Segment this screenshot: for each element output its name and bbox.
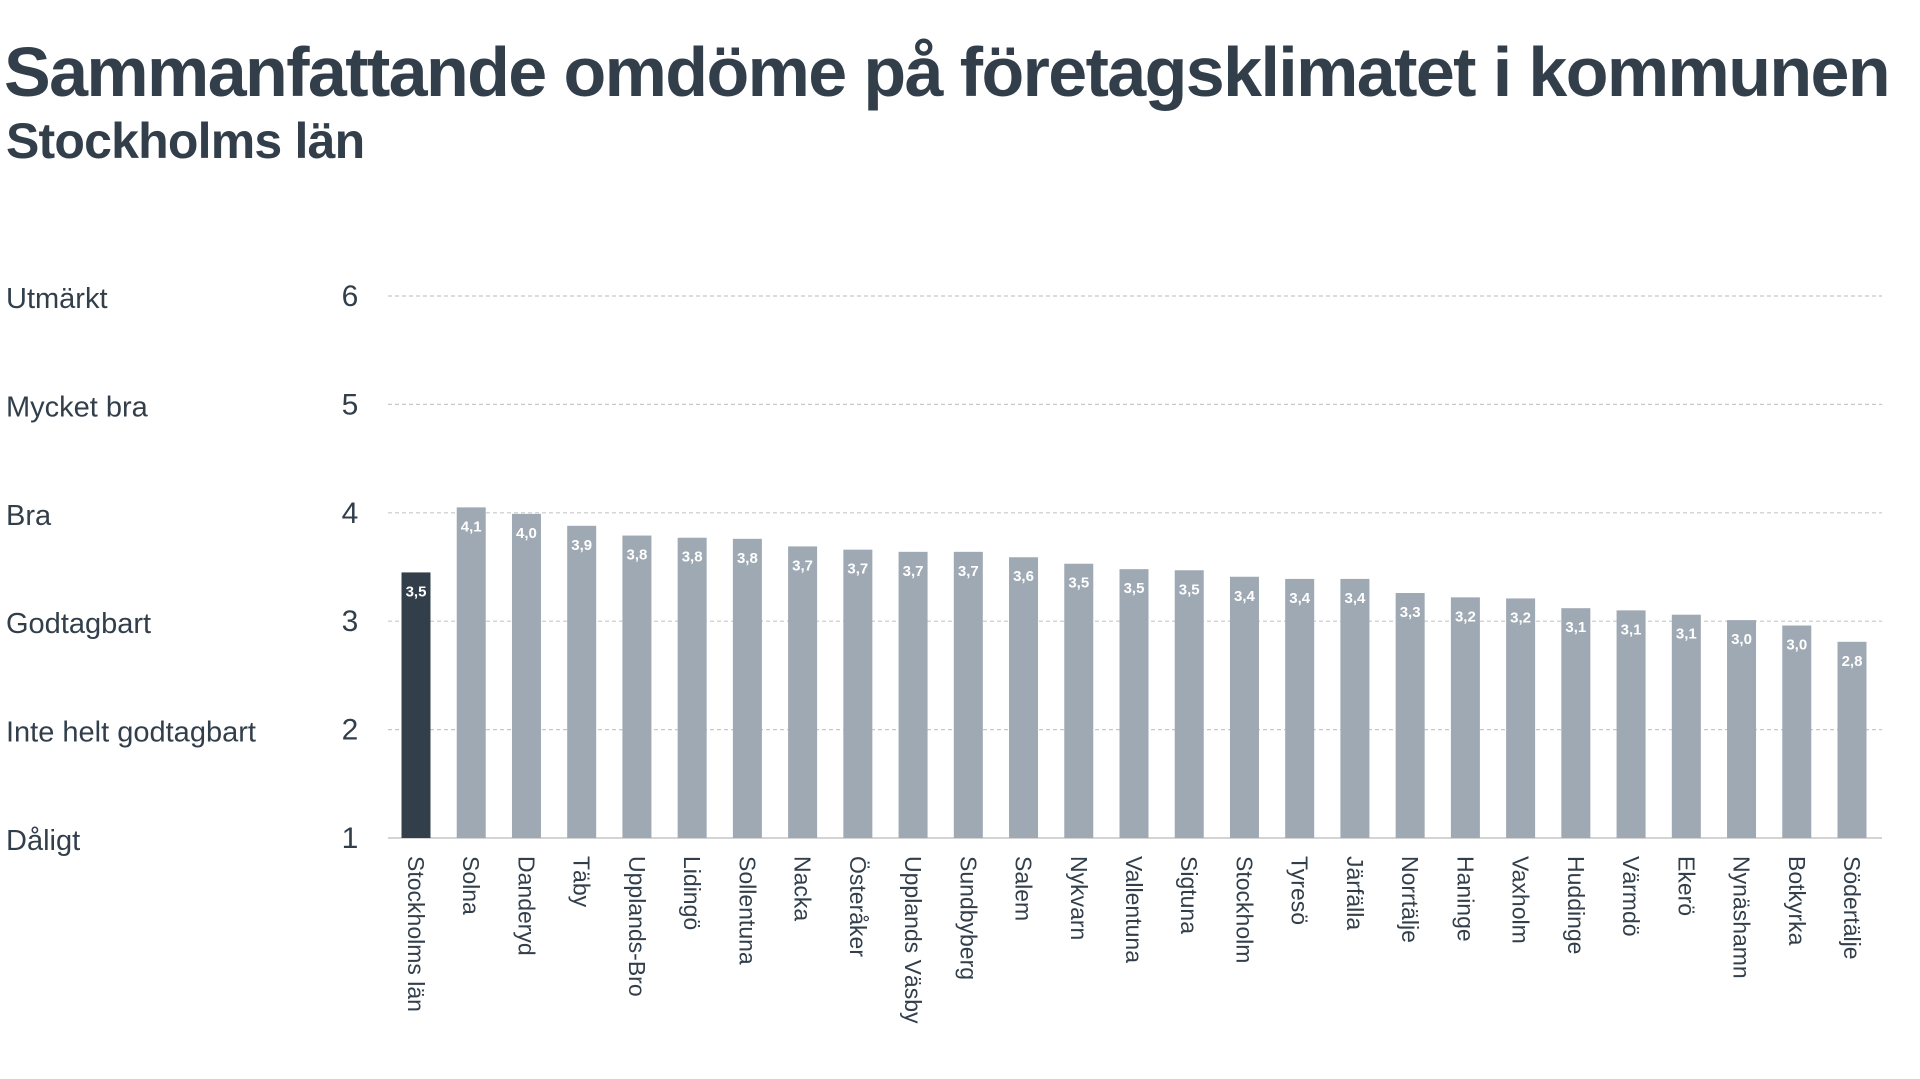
y-tick-label: 3	[342, 605, 359, 638]
bar	[511, 513, 541, 838]
y-tick-label: 4	[342, 497, 359, 530]
bar	[1450, 597, 1480, 838]
x-tick-label: Haninge	[1452, 856, 1478, 942]
bar	[1119, 569, 1149, 838]
x-tick-label: Sollentuna	[734, 856, 760, 965]
x-tick-label: Upplands-Bro	[624, 856, 650, 997]
bar	[1340, 578, 1370, 838]
bar	[1671, 614, 1701, 838]
bar	[1229, 576, 1259, 838]
data-label: 3,5	[1124, 580, 1145, 597]
x-tick-label: Södertälje	[1839, 856, 1865, 960]
x-tick-label: Sundbyberg	[955, 856, 981, 980]
data-label: 4,1	[461, 518, 482, 535]
chart-title: Sammanfattande omdöme på företagsklimate…	[4, 33, 1891, 111]
x-tick-label: Norrtälje	[1397, 856, 1423, 943]
data-label: 3,8	[737, 550, 758, 567]
bar	[732, 538, 762, 838]
bar	[1561, 608, 1591, 838]
y-tick-label: 1	[342, 822, 359, 855]
data-label: 3,2	[1455, 608, 1476, 625]
data-label: 3,4	[1234, 588, 1256, 605]
x-tick-label: Lidingö	[679, 856, 705, 930]
x-tick-label: Huddinge	[1563, 856, 1589, 954]
x-tick-label: Danderyd	[513, 856, 539, 956]
data-label: 3,5	[406, 583, 427, 600]
x-tick-label: Ekerö	[1673, 856, 1699, 916]
bar	[1009, 557, 1039, 838]
x-tick-label: Solna	[458, 856, 484, 915]
bar	[1727, 620, 1757, 838]
x-tick-label: Sigtuna	[1176, 856, 1202, 934]
y-tick-label: 5	[342, 388, 359, 421]
x-tick-label: Nykvarn	[1066, 856, 1092, 940]
x-tick-label: Vallentuna	[1121, 856, 1147, 963]
level-label: Godtagbart	[6, 608, 151, 640]
data-label: 3,1	[1621, 621, 1642, 638]
data-label: 4,0	[516, 525, 537, 542]
bar	[843, 549, 873, 838]
data-label: 3,7	[792, 557, 813, 574]
x-tick-label: Upplands Väsby	[900, 856, 926, 1024]
x-tick-label: Värmdö	[1618, 856, 1644, 937]
data-label: 2,8	[1842, 653, 1863, 670]
y-tick-label: 6	[342, 280, 359, 313]
bar	[401, 572, 431, 838]
x-tick-label: Stockholm	[1231, 856, 1257, 963]
data-label: 3,1	[1676, 626, 1697, 643]
bar	[677, 537, 707, 838]
bar	[567, 525, 597, 838]
x-tick-label: Salem	[1011, 856, 1037, 921]
x-tick-label: Österåker	[845, 856, 871, 957]
data-label: 3,9	[571, 537, 592, 554]
level-label: Utmärkt	[6, 283, 108, 315]
x-tick-label: Täby	[569, 856, 595, 908]
bar	[1064, 563, 1094, 838]
x-tick-label: Nacka	[790, 856, 816, 921]
bar	[622, 535, 652, 838]
data-label: 3,1	[1565, 619, 1586, 636]
bar	[1616, 610, 1646, 838]
data-label: 3,5	[1068, 575, 1089, 592]
data-label: 3,4	[1289, 590, 1311, 607]
x-tick-label: Nynäshamn	[1729, 856, 1755, 979]
x-tick-label: Stockholms län	[403, 856, 429, 1012]
data-label: 3,0	[1786, 637, 1807, 654]
bar	[1395, 593, 1425, 838]
data-label: 3,3	[1400, 604, 1421, 621]
data-label: 3,8	[626, 547, 647, 564]
bar	[1506, 598, 1536, 838]
data-label: 3,7	[903, 563, 924, 580]
data-label: 3,0	[1731, 631, 1752, 648]
x-tick-label: Tyresö	[1287, 856, 1313, 925]
bar	[1782, 625, 1812, 838]
x-tick-label: Botkyrka	[1784, 856, 1810, 946]
bar	[1837, 641, 1867, 838]
bar	[456, 507, 486, 838]
bar	[898, 551, 928, 838]
level-label: Mycket bra	[6, 391, 149, 423]
chart-subtitle: Stockholms län	[6, 113, 365, 169]
bar	[1174, 570, 1204, 838]
bar	[788, 546, 818, 838]
x-tick-label: Järfälla	[1342, 856, 1368, 930]
bar	[953, 551, 983, 838]
y-tick-label: 2	[342, 714, 359, 747]
level-label: Inte helt godtagbart	[6, 717, 256, 749]
data-label: 3,8	[682, 549, 703, 566]
data-label: 3,2	[1510, 609, 1531, 626]
data-label: 3,4	[1344, 590, 1366, 607]
data-label: 3,6	[1013, 568, 1034, 585]
level-label: Bra	[6, 500, 52, 532]
data-label: 3,7	[958, 563, 979, 580]
level-label: Dåligt	[6, 825, 80, 857]
x-tick-label: Vaxholm	[1508, 856, 1534, 944]
data-label: 3,5	[1179, 581, 1200, 598]
bar	[1285, 578, 1315, 838]
data-label: 3,7	[847, 561, 868, 578]
